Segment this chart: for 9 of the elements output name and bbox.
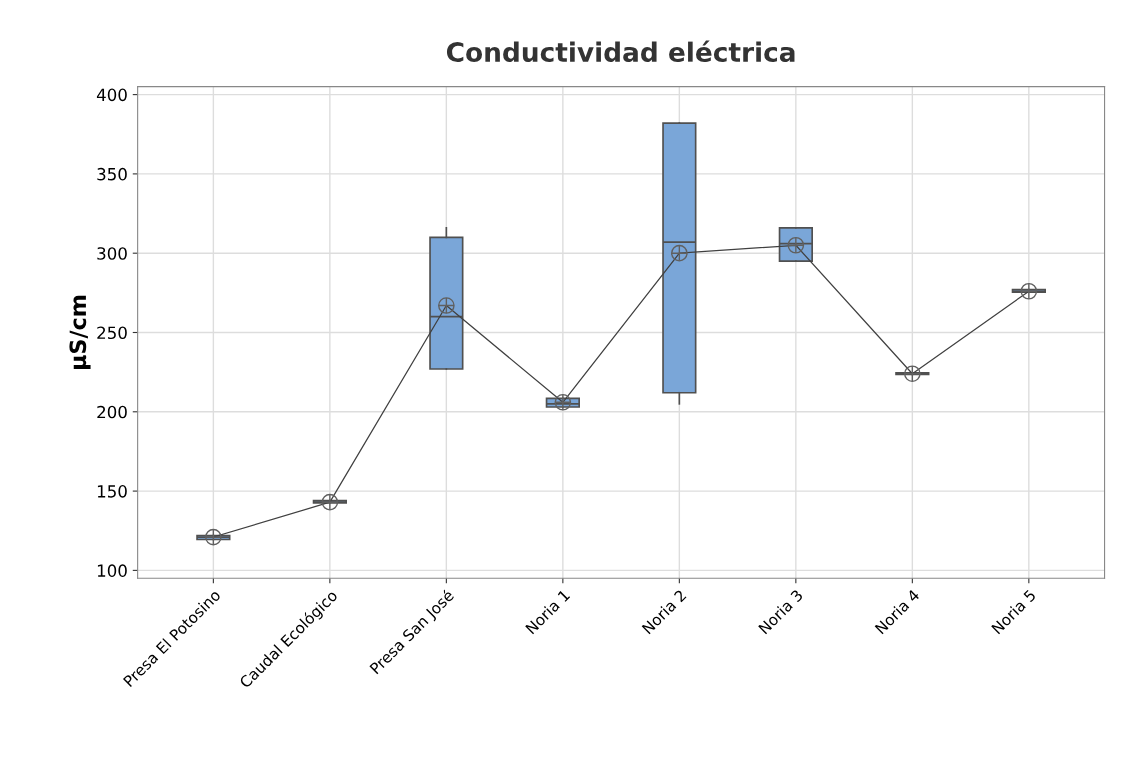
y-tick-label: 400 <box>96 88 127 102</box>
y-tick-label: 350 <box>97 167 127 181</box>
y-tick-label: 200 <box>97 405 127 419</box>
y-axis-title: µS/cm <box>69 295 91 370</box>
chart-title: Conductividad eléctrica <box>446 40 795 63</box>
y-tick-label: 150 <box>97 485 127 498</box>
y-tick-label: 250 <box>97 326 127 340</box>
y-tick-label: 300 <box>97 247 127 260</box>
y-tick-label: 100 <box>97 564 127 577</box>
